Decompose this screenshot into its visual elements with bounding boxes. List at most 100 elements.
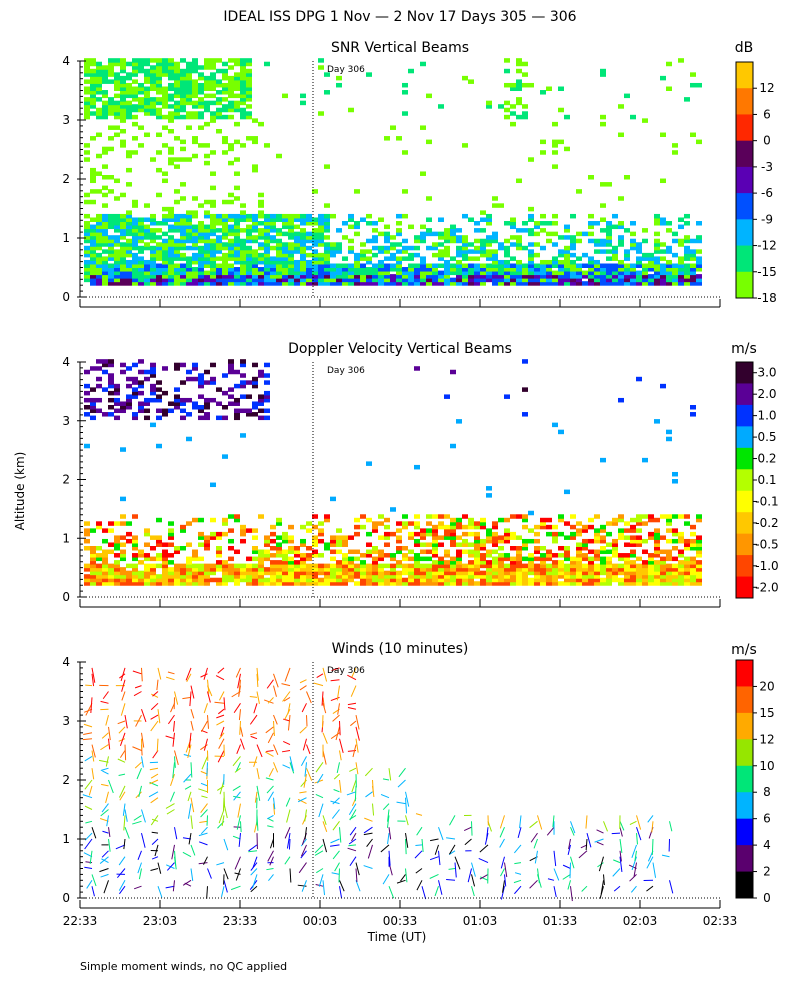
snr-field-cell — [426, 139, 432, 145]
snr-field-cell — [426, 270, 432, 276]
snr-field-cell — [96, 238, 102, 244]
doppler-field-cell — [468, 524, 474, 530]
doppler-field-cell — [516, 560, 522, 565]
snr-field-cell — [192, 235, 198, 240]
snr-field-cell — [270, 245, 276, 251]
snr-field-cell — [150, 263, 156, 268]
snr-field-cell — [564, 256, 570, 261]
wind-barb — [434, 886, 439, 897]
doppler-field-cell — [498, 553, 504, 558]
snr-field-cell — [234, 252, 240, 258]
doppler-field-cell — [546, 563, 552, 569]
snr-field-cell — [84, 221, 90, 226]
snr-field-cell — [162, 143, 168, 148]
snr-field-cell — [102, 242, 108, 247]
snr-field-cell — [114, 178, 120, 184]
doppler-field-cell — [354, 556, 360, 562]
wind-barb — [611, 832, 621, 835]
doppler-field-cell — [594, 570, 600, 576]
doppler-field-cell — [540, 517, 546, 523]
doppler-field-cell — [576, 542, 582, 547]
snr-field-cell — [114, 281, 120, 286]
snr-field-cell — [384, 224, 390, 230]
doppler-field-cell — [480, 574, 486, 579]
doppler-field-cell — [624, 574, 630, 579]
snr-field-cell — [318, 256, 324, 261]
doppler-field-cell — [432, 560, 438, 565]
snr-field-cell — [210, 185, 216, 191]
snr-field-cell — [450, 228, 456, 233]
snr-field-cell — [264, 235, 270, 240]
wind-barb — [364, 767, 373, 777]
snr-field-cell — [204, 61, 210, 67]
snr-field-cell — [678, 58, 684, 63]
wind-barb — [182, 879, 192, 886]
snr-field-cell — [192, 256, 198, 261]
snr-field-cell — [414, 238, 420, 244]
doppler-field-cell — [192, 556, 198, 562]
snr-field-cell — [228, 75, 234, 81]
snr-field-cell — [258, 221, 264, 226]
snr-field-cell — [318, 217, 324, 222]
doppler-field-cell — [282, 531, 288, 537]
doppler-field-cell — [480, 542, 486, 547]
snr-field-cell — [210, 111, 216, 116]
doppler-field-cell — [654, 517, 660, 523]
snr-field-cell — [138, 228, 144, 233]
snr-field-cell — [492, 263, 498, 268]
doppler-field-cell — [108, 577, 114, 583]
snr-field-cell — [150, 79, 156, 84]
doppler-field-cell — [630, 567, 636, 572]
doppler-field-cell — [648, 535, 654, 540]
doppler-field-cell — [414, 577, 420, 583]
snr-field-cell — [390, 242, 396, 247]
doppler-field-cell — [132, 394, 138, 399]
doppler-field-cell — [690, 563, 696, 569]
doppler-field-cell — [372, 581, 378, 586]
snr-field-cell — [126, 252, 132, 258]
doppler-field-cell — [492, 542, 498, 547]
snr-field-cell — [348, 249, 354, 254]
doppler-field-cell — [630, 581, 636, 586]
doppler-field-cell — [510, 574, 516, 579]
doppler-field-cell — [528, 560, 534, 565]
snr-field-cell — [114, 132, 120, 138]
snr-field-cell — [444, 267, 450, 272]
doppler-field-cell — [678, 574, 684, 579]
snr-field-cell — [426, 267, 432, 272]
snr-field-cell — [84, 111, 90, 116]
snr-field-cell — [162, 277, 168, 283]
doppler-field-cell — [228, 577, 234, 583]
snr-field-cell — [150, 58, 156, 63]
doppler-field-cell — [210, 380, 216, 385]
doppler-field-cell — [432, 514, 438, 519]
doppler-field-cell — [672, 528, 678, 533]
doppler-field-cell — [564, 553, 570, 558]
doppler-field-cell — [108, 397, 114, 403]
doppler-field-cell — [666, 436, 672, 442]
doppler-field-cell — [474, 542, 480, 547]
snr-field-cell — [582, 231, 588, 237]
snr-field-cell — [564, 245, 570, 251]
snr-field-cell — [684, 213, 690, 219]
winds-y-tick-label: 4 — [62, 655, 70, 669]
snr-field-cell — [318, 221, 324, 226]
snr-field-cell — [318, 274, 324, 279]
snr-field-cell — [660, 217, 666, 222]
snr-field-cell — [108, 107, 114, 113]
doppler-field-cell — [168, 560, 174, 565]
doppler-field-cell — [690, 560, 696, 565]
doppler-field-cell — [588, 517, 594, 523]
snr-field-cell — [96, 111, 102, 116]
snr-field-cell — [696, 249, 702, 254]
snr-field-cell — [246, 82, 252, 88]
doppler-field-cell — [630, 577, 636, 583]
wind-barb — [123, 815, 126, 831]
doppler-field-cell — [186, 542, 192, 547]
snr-field-cell — [234, 121, 240, 127]
snr-field-cell — [282, 213, 288, 219]
snr-field-cell — [396, 256, 402, 261]
doppler-field-cell — [618, 528, 624, 533]
doppler-field-cell — [132, 376, 138, 382]
snr-field-cell — [372, 281, 378, 286]
